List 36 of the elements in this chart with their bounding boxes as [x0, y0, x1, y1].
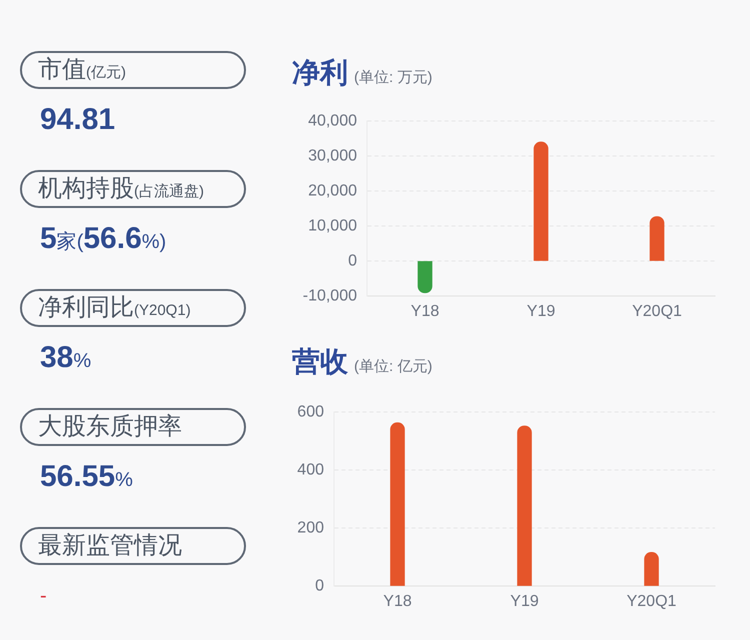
text: 56.55% — [40, 460, 133, 493]
text: 净利同比(Y20Q1) — [38, 294, 191, 321]
chart-title: 净利 — [292, 57, 348, 88]
bar — [517, 426, 532, 586]
bar — [650, 216, 664, 261]
y-tick-label: 20,000 — [308, 182, 358, 200]
text: - — [40, 585, 47, 607]
chart-title: 营收 — [292, 346, 348, 377]
x-tick-label: Y18 — [410, 303, 440, 320]
y-tick-label: -10,000 — [302, 287, 358, 304]
x-tick-label: Y19 — [526, 303, 556, 320]
text: 市值(亿元) — [38, 56, 126, 83]
text: 最新监管情况 — [38, 532, 182, 559]
text: 5家(56.6%) — [40, 222, 166, 255]
y-tick-label: 0 — [315, 577, 324, 594]
text: 94.81 — [40, 103, 116, 136]
chart-subtitle: (单位: 万元) — [354, 69, 432, 86]
chart-subtitle: (单位: 亿元) — [354, 358, 432, 375]
y-tick-label: 600 — [297, 403, 324, 420]
bar — [418, 261, 432, 294]
bar — [534, 142, 548, 261]
text: 机构持股(占流通盘) — [38, 175, 204, 202]
x-tick-label: Y20Q1 — [626, 593, 677, 610]
text: 大股东质押率 — [38, 413, 182, 440]
y-tick-label: 30,000 — [308, 147, 358, 164]
text: 38% — [40, 341, 92, 374]
y-tick-label: 200 — [297, 519, 324, 536]
y-tick-label: 0 — [348, 252, 358, 270]
x-tick-label: Y20Q1 — [632, 303, 682, 320]
bar — [644, 552, 659, 586]
y-tick-label: 400 — [297, 461, 324, 478]
y-tick-label: 10,000 — [308, 217, 358, 234]
bar — [390, 422, 405, 586]
x-tick-label: Y18 — [383, 593, 412, 610]
x-tick-label: Y19 — [510, 593, 539, 610]
y-tick-label: 40,000 — [308, 112, 358, 130]
